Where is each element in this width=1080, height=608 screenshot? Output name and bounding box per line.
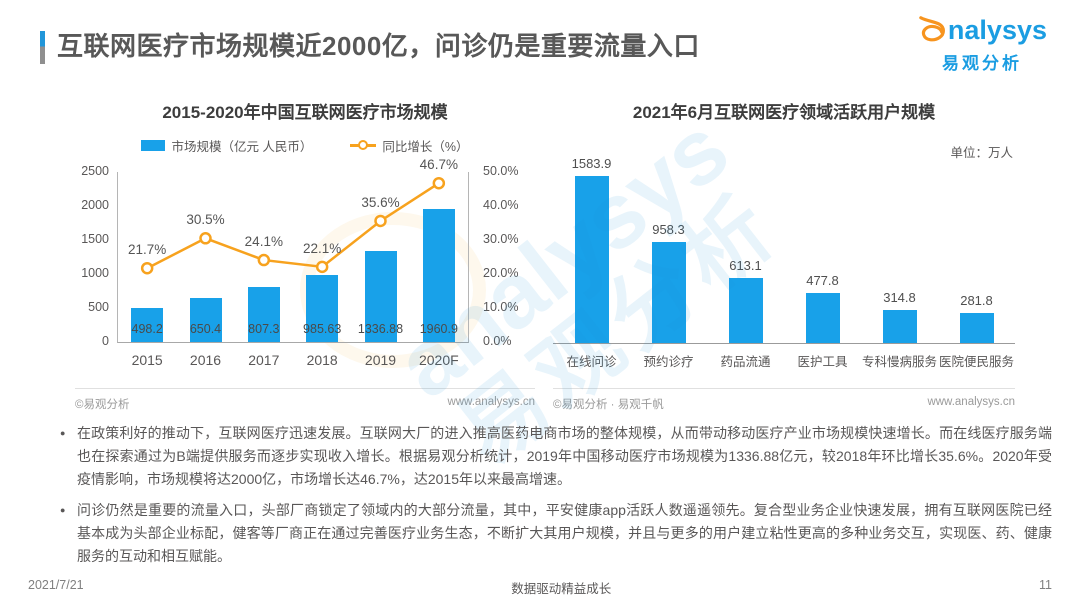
users-x-label: 医护工具 bbox=[797, 355, 848, 369]
market-bar-value: 807.3 bbox=[248, 322, 280, 336]
footer-slogan: 数据驱动精益成长 bbox=[511, 582, 612, 596]
market-bar bbox=[422, 208, 455, 342]
unit-label: 单位：万人 bbox=[950, 146, 1013, 160]
market-bar bbox=[306, 274, 339, 342]
y-tick-left: 2500 bbox=[81, 164, 109, 178]
legend-item-growth: 同比增长（%） bbox=[350, 136, 469, 155]
bullet-dot-icon: ● bbox=[60, 505, 66, 516]
growth-line bbox=[140, 176, 446, 275]
y-tick-right: 40.0% bbox=[483, 198, 519, 212]
users-x-label: 在线问诊 bbox=[566, 355, 617, 369]
market-x-label: 2015 bbox=[131, 352, 163, 368]
market-bar-value: 498.2 bbox=[131, 322, 163, 336]
y-tick-left: 0 bbox=[102, 334, 109, 348]
y-tick-left: 1000 bbox=[81, 266, 109, 280]
users-bar-value: 281.8 bbox=[960, 293, 993, 309]
growth-point-label: 22.1% bbox=[303, 240, 342, 256]
market-bar-value: 985.63 bbox=[303, 322, 342, 336]
y-tick-left: 500 bbox=[88, 300, 109, 314]
users-x-label: 专科慢病服务 bbox=[861, 355, 937, 369]
users-chart-source: ©易观分析 · 易观千帆 www.analysys.cn bbox=[553, 388, 1015, 412]
title-accent-bar bbox=[40, 31, 45, 64]
market-chart-plot: 498.2 2015 650.4 2016 807.3 2017 985.63 2018 133… bbox=[117, 157, 469, 368]
market-x-label: 2018 bbox=[306, 352, 338, 368]
slide-footer: 2021/7/21 数据驱动精益成长 11 bbox=[0, 578, 1080, 597]
market-bar-value: 1336.88 bbox=[357, 322, 404, 336]
users-chart-title: 2021年6月互联网医疗领域活跃用户规模 bbox=[632, 103, 936, 122]
growth-point-label: 21.7% bbox=[128, 242, 167, 258]
analysys-logo: nalysys 易观分析 bbox=[917, 14, 1047, 74]
users-bar bbox=[882, 309, 917, 343]
users-x-label: 预约诊疗 bbox=[643, 355, 694, 369]
market-bar bbox=[247, 287, 280, 342]
growth-point-label: 46.7% bbox=[419, 157, 458, 173]
active-users-chart-panel: 2021年6月互联网医疗领域活跃用户规模 单位：万人 1583.9 在线问诊 958… bbox=[553, 98, 1015, 414]
bullet-text: 问诊仍然是重要的流量入口，头部厂商锁定了领域内的大部分流量，其中，平安健康app… bbox=[77, 502, 1052, 565]
users-x-label: 医院便民服务 bbox=[938, 355, 1014, 369]
users-chart-plot: 1583.9 在线问诊 958.3 预约诊疗 613.1 药品流通 477.8 医护工具 314… bbox=[553, 156, 1015, 369]
bullet-dot-icon: ● bbox=[60, 428, 66, 438]
y-tick-right: 10.0% bbox=[483, 300, 519, 314]
bullet-item: ● 在政策利好的推动下，互联网医疗迅速发展。互联网大厂的进入推高医药电商市场的整… bbox=[60, 422, 1052, 490]
market-x-label: 2016 bbox=[189, 352, 222, 368]
market-x-label: 2020F bbox=[418, 352, 459, 368]
market-chart-title: 2015-2020年中国互联网医疗市场规模 bbox=[162, 103, 448, 122]
users-x-label: 药品流通 bbox=[720, 355, 771, 369]
line-legend-swatch bbox=[350, 140, 377, 150]
commentary: ● 在政策利好的推动下，互联网医疗迅速发展。互联网大厂的进入推高医药电商市场的整… bbox=[60, 422, 1052, 577]
users-bar-value: 1583.9 bbox=[571, 156, 612, 171]
bar-legend-swatch bbox=[141, 140, 166, 151]
growth-point-label: 35.6% bbox=[361, 194, 400, 210]
users-bar bbox=[651, 241, 686, 343]
y-tick-right: 50.0% bbox=[483, 164, 519, 178]
footer-page-number: 11 bbox=[1039, 578, 1052, 592]
legend-item-market-size: 市场规模（亿元 人民币） bbox=[141, 136, 312, 155]
growth-point-label: 30.5% bbox=[186, 212, 225, 228]
market-y-axis-right: 0.0% 10.0% 20.0% 30.0% 40.0% 50.0% bbox=[483, 164, 543, 348]
y-tick-left: 1500 bbox=[81, 232, 109, 246]
y-tick-right: 30.0% bbox=[483, 232, 519, 246]
users-bar-value: 477.8 bbox=[806, 272, 839, 288]
y-tick-right: 20.0% bbox=[483, 266, 519, 280]
users-bar-value: 613.1 bbox=[729, 258, 762, 274]
page-title: 互联网医疗市场规模近2000亿，问诊仍是重要流量入口 bbox=[57, 31, 700, 61]
market-x-label: 2017 bbox=[248, 352, 280, 368]
market-bar bbox=[364, 251, 397, 342]
users-bar bbox=[728, 278, 763, 343]
market-size-chart-panel: 2015-2020年中国互联网医疗市场规模 市场规模（亿元 人民币） 同比增长（… bbox=[75, 98, 535, 414]
footer-date: 2021/7/21 bbox=[28, 578, 84, 592]
y-tick-right: 0.0% bbox=[483, 334, 512, 348]
logo-swirl-icon bbox=[917, 14, 948, 47]
source-copyright: ©易观分析 · 易观千帆 bbox=[553, 399, 664, 411]
market-bar bbox=[189, 297, 222, 342]
source-url: www.analysys.cn bbox=[927, 396, 1015, 408]
market-bar-value: 650.4 bbox=[189, 322, 222, 336]
users-bar bbox=[805, 292, 840, 343]
users-bar bbox=[959, 313, 994, 343]
users-bar-value: 314.8 bbox=[883, 289, 916, 305]
source-url: www.analysys.cn bbox=[447, 396, 535, 408]
logo-brand-text: nalysys bbox=[947, 15, 1047, 45]
market-bar-value: 1960.9 bbox=[419, 322, 458, 336]
bullet-item: ● 问诊仍然是重要的流量入口，头部厂商锁定了领域内的大部分流量，其中，平安健康a… bbox=[60, 499, 1052, 567]
market-y-axis-left: 0 500 1000 1500 2000 2500 bbox=[75, 164, 111, 348]
source-copyright: ©易观分析 bbox=[75, 399, 130, 411]
market-chart-legend: 市场规模（亿元 人民币） 同比增长（%） bbox=[75, 136, 535, 155]
market-chart-source: ©易观分析 www.analysys.cn bbox=[75, 388, 535, 412]
growth-point-label: 24.1% bbox=[244, 234, 283, 250]
users-bar bbox=[574, 176, 609, 343]
market-x-label: 2019 bbox=[364, 352, 397, 368]
logo-brand-cn: 易观分析 bbox=[941, 54, 1022, 73]
bullet-text: 在政策利好的推动下，互联网医疗迅速发展。互联网大厂的进入推高医药电商市场的整体规… bbox=[77, 425, 1052, 487]
market-bar bbox=[131, 308, 164, 342]
users-bar-value: 958.3 bbox=[652, 221, 685, 237]
y-tick-left: 2000 bbox=[81, 198, 109, 212]
